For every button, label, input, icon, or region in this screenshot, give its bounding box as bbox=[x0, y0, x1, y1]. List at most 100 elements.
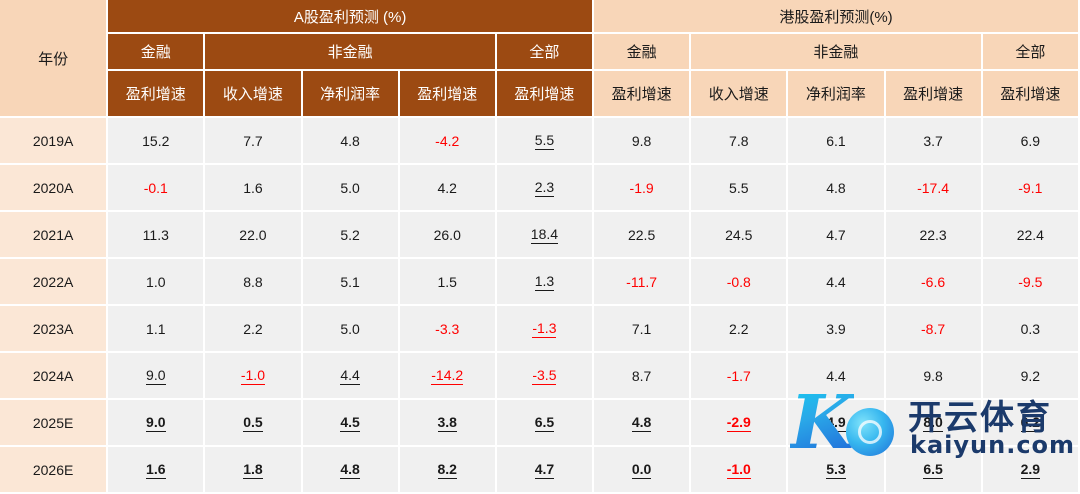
cell-value: 6.9 bbox=[1020, 132, 1041, 149]
header-year: 年份 bbox=[0, 0, 109, 118]
cell-value: 22.0 bbox=[239, 226, 267, 243]
header-row-groups: 年份 A股盈利预测 (%) 港股盈利预测(%) bbox=[0, 0, 1080, 118]
data-cell: 6.2 bbox=[982, 400, 1080, 447]
header-col-6: 收入增速 bbox=[691, 71, 789, 118]
data-cell: -1.0 bbox=[205, 353, 303, 400]
table-row: 2023A 1.1 2.2 5.0 -3.3 -1.3 7.1 2.2 3.9 -8.7 0.3 bbox=[0, 306, 1080, 353]
cell-value: -9.5 bbox=[1018, 273, 1043, 290]
cell-value: 4.9 bbox=[826, 413, 846, 432]
data-cell: 3.9 bbox=[788, 306, 886, 353]
cell-value: 1.3 bbox=[534, 272, 555, 291]
header-subgroup-a-all: 全部 bbox=[496, 34, 595, 71]
cell-value: 4.7 bbox=[534, 460, 555, 479]
table-row: 2025E 9.0 0.5 4.5 3.8 6.5 4.8 -2.9 4.9 8.0 6.2 bbox=[0, 400, 1080, 447]
data-cell: 4.8 bbox=[302, 447, 400, 494]
cell-value: 7.7 bbox=[243, 132, 263, 149]
data-cell: -14.2 bbox=[399, 353, 497, 400]
table-row: 2020A -0.1 1.6 5.0 4.2 2.3 -1.9 5.5 4.8 -17.4 -9.1 bbox=[0, 165, 1080, 212]
data-cell: 4.2 bbox=[399, 165, 497, 212]
header-col-8: 盈利增速 bbox=[885, 71, 983, 118]
cell-value: 9.8 bbox=[631, 132, 652, 149]
row-year-label: 2020A bbox=[0, 165, 109, 212]
data-cell: 4.7 bbox=[788, 212, 886, 259]
row-year-label: 2023A bbox=[0, 306, 109, 353]
cell-value: 0.3 bbox=[1020, 320, 1041, 337]
cell-value: 1.5 bbox=[437, 273, 457, 290]
cell-value: -0.8 bbox=[726, 273, 751, 290]
data-cell: 11.3 bbox=[108, 212, 206, 259]
cell-value: 3.9 bbox=[826, 320, 846, 337]
cell-value: 6.5 bbox=[923, 460, 943, 479]
data-cell: -9.5 bbox=[982, 259, 1080, 306]
cell-value: -1.0 bbox=[240, 366, 265, 385]
cell-value: 8.7 bbox=[631, 367, 652, 384]
cell-value: 5.0 bbox=[340, 320, 360, 337]
cell-value: -17.4 bbox=[917, 179, 950, 196]
cell-value: 22.3 bbox=[919, 226, 947, 243]
data-cell: 9.8 bbox=[594, 118, 692, 165]
cell-value: 9.8 bbox=[923, 367, 943, 384]
cell-value: -11.7 bbox=[626, 273, 658, 290]
data-cell: 1.3 bbox=[496, 259, 595, 306]
cell-value: 8.0 bbox=[923, 413, 943, 432]
cell-value: 24.5 bbox=[725, 226, 753, 243]
header-col-1: 收入增速 bbox=[205, 71, 303, 118]
cell-value: 8.2 bbox=[437, 460, 457, 479]
data-cell: 4.8 bbox=[302, 118, 400, 165]
data-cell: 9.0 bbox=[108, 353, 206, 400]
cell-value: 4.5 bbox=[340, 413, 360, 432]
data-cell: 5.3 bbox=[788, 447, 886, 494]
cell-value: 22.5 bbox=[627, 226, 656, 243]
cell-value: -8.7 bbox=[921, 320, 946, 337]
data-cell: -1.7 bbox=[691, 353, 789, 400]
header-subgroup-a-nonfinancial: 非金融 bbox=[205, 34, 497, 71]
cell-value: 9.0 bbox=[146, 366, 166, 385]
cell-value: 4.8 bbox=[340, 132, 360, 149]
data-cell: 5.1 bbox=[302, 259, 400, 306]
cell-value: 26.0 bbox=[433, 226, 461, 243]
data-cell: -17.4 bbox=[885, 165, 983, 212]
header-group-a-shares: A股盈利预测 (%) bbox=[108, 0, 595, 34]
cell-value: -1.0 bbox=[726, 460, 751, 479]
cell-value: 5.0 bbox=[340, 179, 360, 196]
data-cell: -11.7 bbox=[594, 259, 692, 306]
header-col-3: 盈利增速 bbox=[399, 71, 497, 118]
row-year-label: 2021A bbox=[0, 212, 109, 259]
cell-value: 6.2 bbox=[1020, 413, 1041, 432]
data-cell: 4.8 bbox=[594, 400, 692, 447]
row-year-label: 2025E bbox=[0, 400, 109, 447]
data-cell: -1.3 bbox=[496, 306, 595, 353]
data-cell: 4.9 bbox=[788, 400, 886, 447]
data-cell: 4.7 bbox=[496, 447, 595, 494]
data-cell: 24.5 bbox=[691, 212, 789, 259]
cell-value: 3.7 bbox=[923, 132, 943, 149]
header-subgroup-a-financial: 金融 bbox=[108, 34, 206, 71]
cell-value: 1.8 bbox=[243, 460, 263, 479]
data-cell: 26.0 bbox=[399, 212, 497, 259]
row-year-label: 2026E bbox=[0, 447, 109, 494]
data-cell: -3.5 bbox=[496, 353, 595, 400]
table-header: 年份 A股盈利预测 (%) 港股盈利预测(%) 金融 非金融 全部 金融 非金融… bbox=[0, 0, 1080, 118]
cell-value: 9.2 bbox=[1020, 367, 1041, 384]
header-col-5: 盈利增速 bbox=[594, 71, 692, 118]
cell-value: -3.5 bbox=[532, 366, 557, 385]
table-body: 2019A 15.2 7.7 4.8 -4.2 5.5 9.8 7.8 6.1 3.7 6.9 202… bbox=[0, 118, 1080, 494]
data-cell: -6.6 bbox=[885, 259, 983, 306]
cell-value: 1.1 bbox=[146, 320, 166, 337]
data-cell: 7.7 bbox=[205, 118, 303, 165]
cell-value: 7.8 bbox=[729, 132, 749, 149]
data-cell: 8.7 bbox=[594, 353, 692, 400]
data-cell: -0.1 bbox=[108, 165, 206, 212]
data-cell: 8.0 bbox=[885, 400, 983, 447]
data-cell: 5.5 bbox=[691, 165, 789, 212]
data-cell: 4.5 bbox=[302, 400, 400, 447]
data-cell: 1.6 bbox=[205, 165, 303, 212]
cell-value: 5.5 bbox=[729, 179, 749, 196]
data-cell: 7.1 bbox=[594, 306, 692, 353]
cell-value: 22.4 bbox=[1016, 226, 1044, 243]
data-cell: 22.5 bbox=[594, 212, 692, 259]
cell-value: 4.8 bbox=[631, 413, 652, 432]
data-cell: 5.5 bbox=[496, 118, 595, 165]
data-cell: 1.6 bbox=[108, 447, 206, 494]
cell-value: -9.1 bbox=[1018, 179, 1043, 196]
